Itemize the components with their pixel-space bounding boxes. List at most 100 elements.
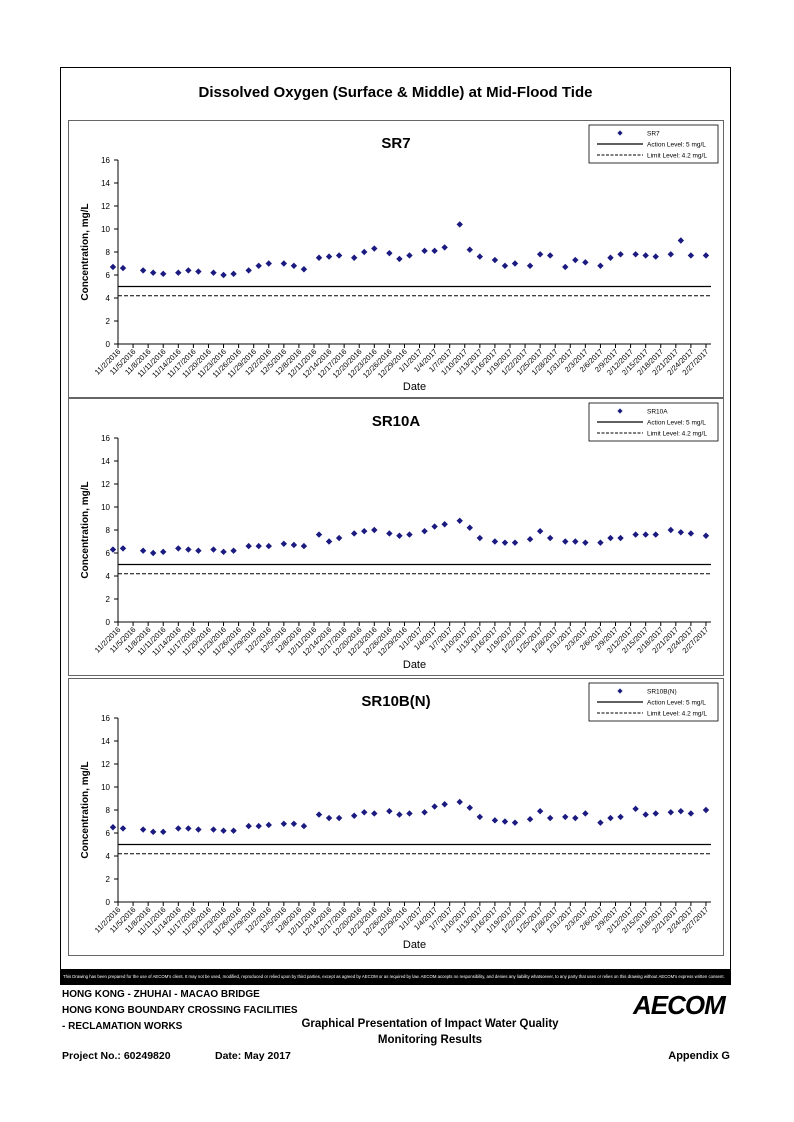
data-point	[265, 821, 272, 829]
data-point	[456, 221, 463, 228]
project-title-line-3: - RECLAMATION WORKS	[62, 1021, 183, 1032]
data-point	[572, 256, 579, 264]
data-point	[536, 527, 544, 535]
data-point	[677, 807, 685, 815]
data-point	[195, 268, 202, 275]
data-point	[562, 813, 569, 821]
data-point	[139, 826, 147, 833]
data-point	[617, 534, 624, 542]
drawing-title-line-1: Graphical Presentation of Impact Water Q…	[301, 1018, 559, 1030]
legend-label: SR10A	[647, 409, 668, 416]
data-point	[546, 534, 554, 542]
data-point	[421, 247, 428, 255]
data-point	[361, 809, 368, 816]
y-tick-label: 2	[106, 595, 111, 604]
data-point	[185, 546, 192, 553]
data-point	[687, 530, 695, 537]
data-point	[350, 530, 358, 537]
data-point	[562, 538, 569, 545]
data-point	[386, 530, 393, 537]
data-point	[109, 546, 117, 553]
data-point	[607, 814, 614, 822]
appendix-label: Appendix G	[668, 1050, 730, 1062]
data-point	[315, 531, 323, 538]
y-tick-label: 14	[101, 457, 110, 466]
data-point	[421, 527, 428, 535]
data-point	[431, 803, 438, 810]
data-point	[245, 822, 252, 830]
data-point	[255, 262, 262, 269]
y-tick-label: 0	[106, 340, 111, 349]
y-tick-label: 16	[101, 714, 110, 723]
data-point	[642, 811, 649, 818]
legend: SR7 Action Level: 5 mg/L Limit Level: 4.2 …	[588, 124, 719, 164]
panel-border	[68, 678, 724, 956]
data-point	[210, 826, 217, 833]
data-point	[687, 252, 695, 259]
data-point	[536, 251, 544, 258]
data-point	[526, 816, 534, 823]
y-tick-label: 10	[101, 225, 110, 234]
chart-title: SR10A	[372, 413, 421, 430]
data-point	[325, 253, 333, 260]
data-point	[677, 237, 685, 244]
data-point	[501, 539, 509, 546]
data-point	[572, 814, 579, 822]
data-point	[210, 269, 217, 276]
data-point	[149, 549, 157, 557]
y-tick-label: 2	[106, 317, 111, 326]
data-point	[582, 539, 589, 546]
data-point	[642, 252, 649, 259]
data-point	[280, 260, 288, 267]
y-tick-label: 12	[101, 760, 110, 769]
y-tick-label: 6	[106, 829, 111, 838]
y-axis-label: Concentration, mg/L	[80, 481, 91, 578]
chart-sr10a: SR10A024681012141611/2/201611/5/201611/8…	[68, 398, 724, 676]
data-point	[361, 527, 368, 535]
data-point	[632, 251, 639, 258]
data-point	[526, 262, 534, 269]
data-point	[315, 811, 323, 818]
data-point	[265, 542, 272, 550]
data-point	[350, 812, 358, 819]
panel-border	[68, 398, 724, 676]
data-point	[441, 801, 448, 808]
panel-border	[68, 120, 724, 398]
x-axis-label: Date	[403, 939, 426, 951]
data-point	[149, 828, 157, 836]
data-point	[139, 267, 147, 274]
data-point	[421, 809, 428, 816]
y-tick-label: 14	[101, 179, 110, 188]
data-point	[546, 814, 554, 822]
data-point	[476, 253, 484, 260]
data-point	[501, 262, 509, 269]
data-point	[300, 822, 308, 830]
data-point	[255, 822, 262, 830]
legend: SR10A Action Level: 5 mg/L Limit Level: 4.…	[588, 402, 719, 442]
data-point	[119, 825, 127, 832]
data-point	[335, 252, 343, 259]
data-point	[406, 252, 413, 259]
data-point	[687, 810, 695, 817]
data-point	[511, 260, 519, 267]
data-point	[562, 263, 569, 271]
y-tick-label: 8	[106, 526, 111, 535]
data-point	[597, 539, 604, 546]
y-tick-label: 8	[106, 806, 111, 815]
data-point	[652, 531, 659, 538]
drawing-date: Date: May 2017	[215, 1050, 291, 1062]
page-title: Dissolved Oxygen (Surface & Middle) at M…	[198, 84, 593, 101]
data-point	[335, 534, 343, 542]
data-point	[371, 245, 378, 252]
drawing-title-line-2: Monitoring Results	[377, 1034, 483, 1046]
legend-marker	[617, 130, 623, 136]
y-tick-label: 16	[101, 434, 110, 443]
data-point	[476, 534, 484, 542]
y-axis-label: Concentration, mg/L	[80, 203, 91, 300]
data-point	[175, 825, 182, 832]
legend-label: Limit Level: 4.2 mg/L	[647, 711, 707, 718]
data-point	[109, 824, 117, 831]
chart-title: SR10B(N)	[361, 693, 430, 710]
data-point	[361, 248, 368, 256]
data-point	[175, 545, 182, 552]
